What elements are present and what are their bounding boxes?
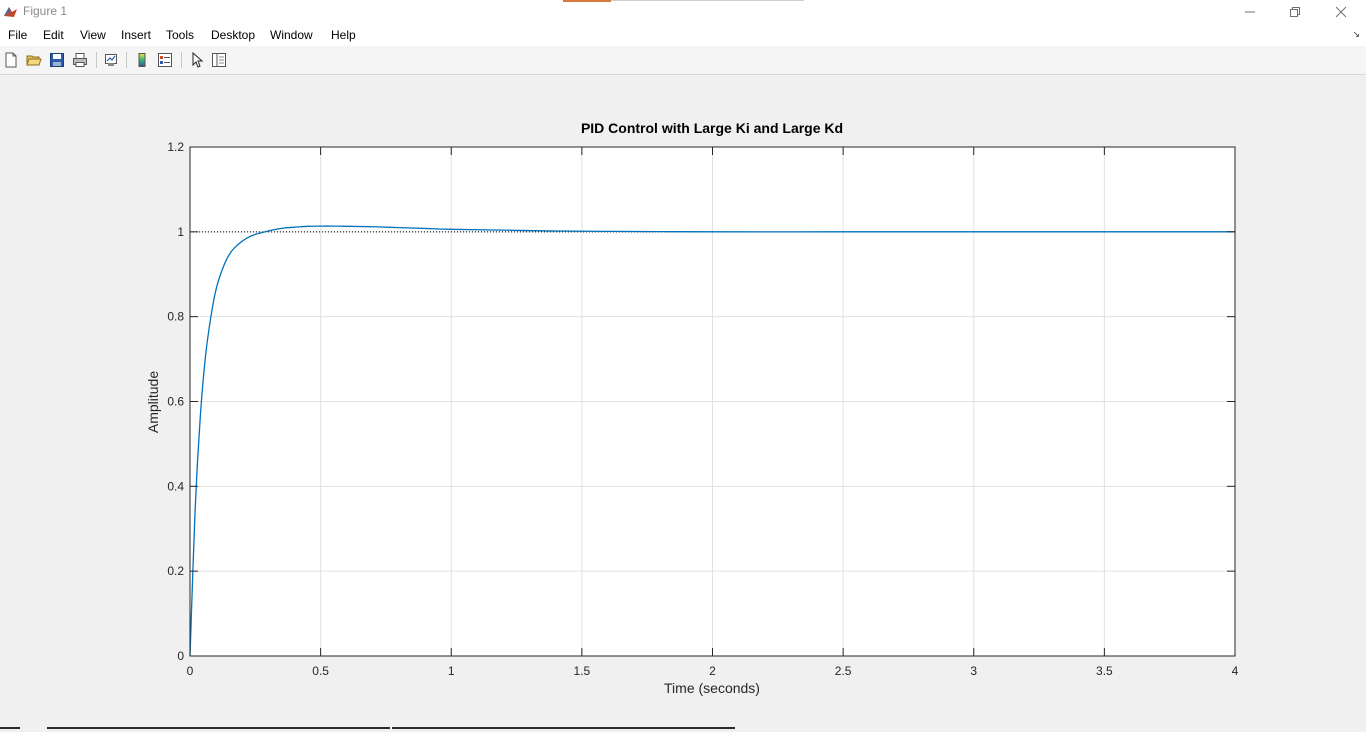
new-figure-button[interactable] <box>2 51 20 69</box>
open-file-icon <box>26 55 42 66</box>
taskbar-edge <box>47 727 390 729</box>
menu-desktop[interactable]: Desktop <box>211 28 256 42</box>
menu-bar: File Edit View Insert Tools Desktop Wind… <box>0 24 1366 46</box>
insert-legend-icon <box>158 53 172 67</box>
save-button[interactable] <box>48 51 66 69</box>
link-plot-button[interactable] <box>102 51 120 69</box>
figure-canvas: 0 0.5 1 1.5 2 2.5 3 3.5 4 0 0.2 0.4 0.6 0.8 1 1.2 PID … <box>0 75 1366 727</box>
property-inspector-button[interactable] <box>210 51 228 69</box>
toolbar-separator <box>96 52 97 68</box>
new-figure-icon <box>5 52 17 68</box>
chart-title: PID Control with Large Ki and Large Kd <box>581 120 843 136</box>
figure-toolbar <box>0 46 1366 75</box>
edit-plot-button[interactable] <box>188 51 206 69</box>
menu-help[interactable]: Help <box>331 28 356 42</box>
taskbar-accent-line <box>611 0 804 1</box>
matlab-logo-icon <box>3 4 18 19</box>
minimize-icon <box>1245 11 1255 13</box>
menu-tools[interactable]: Tools <box>166 28 195 42</box>
x-tick-label: 2.5 <box>835 664 852 678</box>
taskbar-edge <box>392 727 735 729</box>
close-icon <box>1335 6 1347 18</box>
y-tick-label: 1.2 <box>167 140 184 154</box>
x-axis-label: Time (seconds) <box>664 680 760 696</box>
y-tick-label: 1 <box>177 225 184 239</box>
response-line <box>189 225 1235 657</box>
axis-ticks <box>189 146 1236 657</box>
x-tick-label: 0 <box>187 664 194 678</box>
taskbar-accent <box>563 0 611 2</box>
insert-colorbar-icon <box>138 53 146 67</box>
y-tick-label: 0.4 <box>167 479 184 493</box>
print-button[interactable] <box>71 51 89 69</box>
y-tick-label: 0.8 <box>167 310 184 324</box>
y-axis-label: Amplitude <box>145 371 161 433</box>
y-tick-labels: 0 0.2 0.4 0.6 0.8 1 1.2 <box>167 140 184 663</box>
restore-icon <box>1290 7 1300 17</box>
save-icon <box>50 53 64 67</box>
menu-edit[interactable]: Edit <box>43 28 64 42</box>
insert-colorbar-button[interactable] <box>133 51 151 69</box>
x-tick-labels: 0 0.5 1 1.5 2 2.5 3 3.5 4 <box>187 664 1239 678</box>
print-icon <box>73 53 87 67</box>
minimize-button[interactable] <box>1227 0 1273 24</box>
step-response-plot[interactable]: 0 0.5 1 1.5 2 2.5 3 3.5 4 0 0.2 0.4 0.6 0.8 1 1.2 PID … <box>0 75 1366 727</box>
x-tick-label: 2 <box>709 664 716 678</box>
y-tick-label: 0.6 <box>167 395 184 409</box>
insert-legend-button[interactable] <box>156 51 174 69</box>
edit-plot-icon <box>192 52 204 68</box>
property-inspector-icon <box>212 53 226 67</box>
x-tick-label: 1 <box>448 664 455 678</box>
dock-arrow-icon[interactable]: ↘ <box>1352 29 1360 39</box>
toolbar-separator <box>126 52 127 68</box>
x-tick-label: 3.5 <box>1096 664 1113 678</box>
x-tick-label: 3 <box>970 664 977 678</box>
y-tick-label: 0 <box>177 649 184 663</box>
close-button[interactable] <box>1318 0 1364 24</box>
response-series <box>189 225 1235 657</box>
open-file-button[interactable] <box>25 51 43 69</box>
x-tick-label: 1.5 <box>574 664 591 678</box>
restore-button[interactable] <box>1272 0 1318 24</box>
x-tick-label: 0.5 <box>312 664 329 678</box>
y-tick-label: 0.2 <box>167 564 184 578</box>
link-plot-icon <box>105 54 117 66</box>
menu-view[interactable]: View <box>80 28 106 42</box>
title-bar: Figure 1 <box>0 0 1366 24</box>
menu-file[interactable]: File <box>8 28 28 42</box>
toolbar-separator <box>181 52 182 68</box>
menu-insert[interactable]: Insert <box>121 28 152 42</box>
x-tick-label: 4 <box>1232 664 1239 678</box>
taskbar-edge <box>0 727 20 729</box>
window-title: Figure 1 <box>23 4 68 18</box>
menu-window[interactable]: Window <box>270 28 313 42</box>
